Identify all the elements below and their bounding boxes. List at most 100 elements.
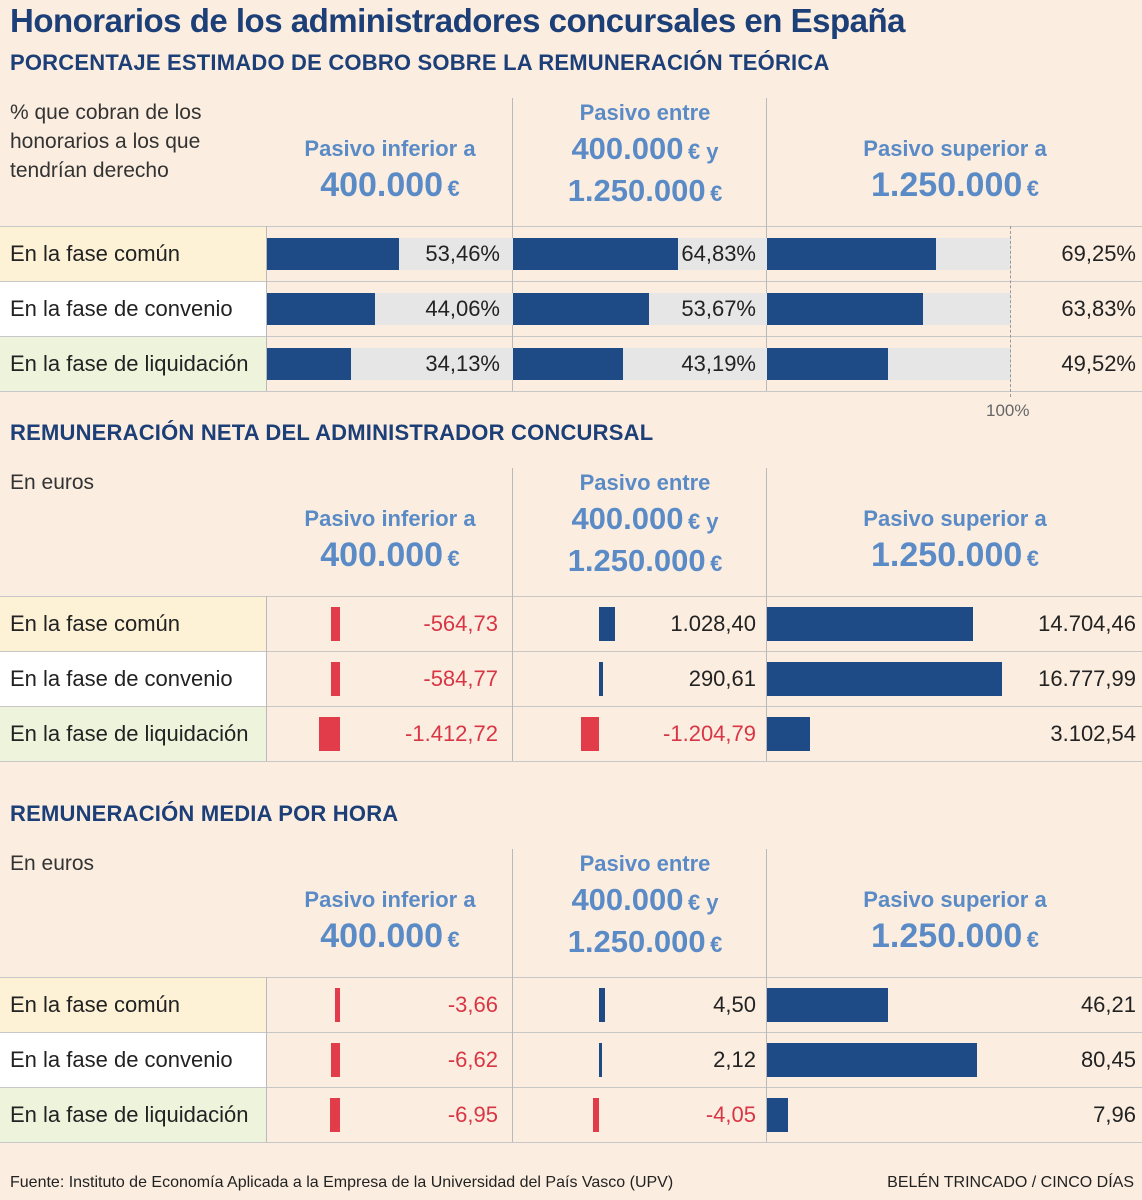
- header-amount: 1.250.000: [567, 543, 706, 578]
- header-label: Pasivo inferior a: [304, 136, 476, 161]
- column-separator: [766, 849, 767, 977]
- bar: [767, 988, 888, 1022]
- data-label: 69,25%: [1061, 241, 1136, 266]
- header-amount: 400.000: [320, 166, 444, 204]
- bar: [767, 238, 936, 270]
- row-divider: [0, 596, 1142, 597]
- header-currency: €: [710, 932, 723, 957]
- row-divider: [0, 1032, 1142, 1033]
- row-divider: [0, 226, 1142, 227]
- column-header-pasivo-entre: Pasivo entre 400.000 € y 1.250.000 €: [520, 468, 770, 582]
- header-amount: 1.250.000: [871, 917, 1023, 955]
- header-currency: €: [710, 181, 723, 206]
- header-label: Pasivo inferior a: [304, 506, 476, 531]
- row-divider: [0, 336, 1142, 337]
- header-label: Pasivo entre: [579, 470, 711, 495]
- column-separator: [512, 468, 513, 596]
- row-divider: [0, 761, 1142, 762]
- negative-bar: [334, 988, 340, 1022]
- column-separator: [266, 596, 267, 761]
- row-divider: [0, 1087, 1142, 1088]
- data-label: 16.777,99: [1038, 666, 1136, 691]
- bar: [267, 293, 376, 325]
- column-header-pasivo-inferior: Pasivo inferior a 400.000 €: [270, 134, 510, 206]
- bar: [599, 607, 615, 641]
- column-separator: [512, 596, 513, 761]
- bar: [513, 238, 678, 270]
- data-label: 290,61: [688, 666, 756, 691]
- header-currency: €: [1026, 927, 1039, 952]
- data-label: 53,46%: [425, 241, 500, 266]
- data-label: 44,06%: [425, 296, 500, 321]
- data-label: -564,73: [423, 611, 498, 636]
- header-currency: € y: [687, 890, 719, 915]
- row-fase-liquidacion-label: En la fase de liquidación: [0, 337, 266, 391]
- source-note: Fuente: Instituto de Economía Aplicada a…: [10, 1174, 674, 1191]
- bar: [513, 293, 650, 325]
- row-divider: [0, 706, 1142, 707]
- row-fase-comun-label: En la fase común: [0, 227, 266, 281]
- row-divider: [0, 281, 1142, 282]
- column-separator: [766, 977, 767, 1142]
- header-amount: 400.000: [320, 917, 444, 955]
- data-label: -6,95: [447, 1102, 498, 1127]
- column-separator: [766, 468, 767, 596]
- header-label: Pasivo superior a: [863, 506, 1047, 531]
- header-currency: €: [447, 546, 460, 571]
- data-label: 34,13%: [425, 351, 500, 376]
- bar: [767, 1043, 977, 1077]
- data-label: 4,50: [713, 992, 756, 1017]
- data-label: 3.102,54: [1050, 721, 1136, 746]
- data-label: -4,05: [705, 1102, 756, 1127]
- header-currency: €: [1026, 176, 1039, 201]
- header-currency: € y: [687, 509, 719, 534]
- column-separator: [512, 977, 513, 1142]
- row-divider: [0, 1142, 1142, 1143]
- row-divider: [0, 651, 1142, 652]
- header-label: Pasivo superior a: [863, 136, 1047, 161]
- negative-bar: [318, 717, 340, 751]
- bar: [599, 662, 604, 696]
- row-fase-comun-label: En la fase común: [0, 597, 266, 651]
- negative-bar: [331, 662, 340, 696]
- header-amount: 400.000: [320, 536, 444, 574]
- column-header-pasivo-inferior: Pasivo inferior a 400.000 €: [270, 885, 510, 957]
- column-header-pasivo-superior: Pasivo superior a 1.250.000 €: [770, 885, 1140, 957]
- header-currency: €: [1026, 546, 1039, 571]
- data-label: 63,83%: [1061, 296, 1136, 321]
- header-amount: 400.000: [571, 131, 684, 166]
- axis-100-label: 100%: [986, 401, 1030, 420]
- data-label: 46,21: [1080, 992, 1136, 1017]
- negative-bar: [593, 1098, 599, 1132]
- header-label: Pasivo entre: [579, 851, 711, 876]
- credit: BELÉN TRINCADO / CINCO DÍAS: [887, 1174, 1134, 1191]
- data-label: 49,52%: [1061, 351, 1136, 376]
- section-title: REMUNERACIÓN NETA DEL ADMINISTRADOR CONC…: [10, 420, 654, 445]
- row-fase-liquidacion-label: En la fase de liquidación: [0, 707, 266, 761]
- data-label: 43,19%: [681, 351, 756, 376]
- header-amount: 1.250.000: [567, 924, 706, 959]
- bar: [513, 348, 623, 380]
- header-amount: 400.000: [571, 882, 684, 917]
- column-separator: [266, 977, 267, 1142]
- main-title: Honorarios de los administradores concur…: [10, 2, 905, 39]
- column-separator: [512, 98, 513, 226]
- data-label: -1.412,72: [405, 721, 498, 746]
- row-divider: [0, 977, 1142, 978]
- header-currency: €: [710, 551, 723, 576]
- axis-100-line: [1010, 226, 1011, 397]
- data-label: -6,62: [447, 1047, 498, 1072]
- column-separator: [766, 596, 767, 761]
- data-label: 14.704,46: [1038, 611, 1136, 636]
- bar: [599, 988, 606, 1022]
- row-fase-convenio-label: En la fase de convenio: [0, 1033, 266, 1087]
- data-label: 80,45: [1080, 1047, 1136, 1072]
- header-label: Pasivo inferior a: [304, 887, 476, 912]
- bar: [767, 662, 1002, 696]
- column-header-pasivo-entre: Pasivo entre 400.000 € y 1.250.000 €: [520, 98, 770, 212]
- data-label: 53,67%: [681, 296, 756, 321]
- negative-bar: [330, 1043, 340, 1077]
- header-amount: 1.250.000: [567, 173, 706, 208]
- header-label: Pasivo entre: [579, 100, 711, 125]
- data-label: -1.204,79: [663, 721, 756, 746]
